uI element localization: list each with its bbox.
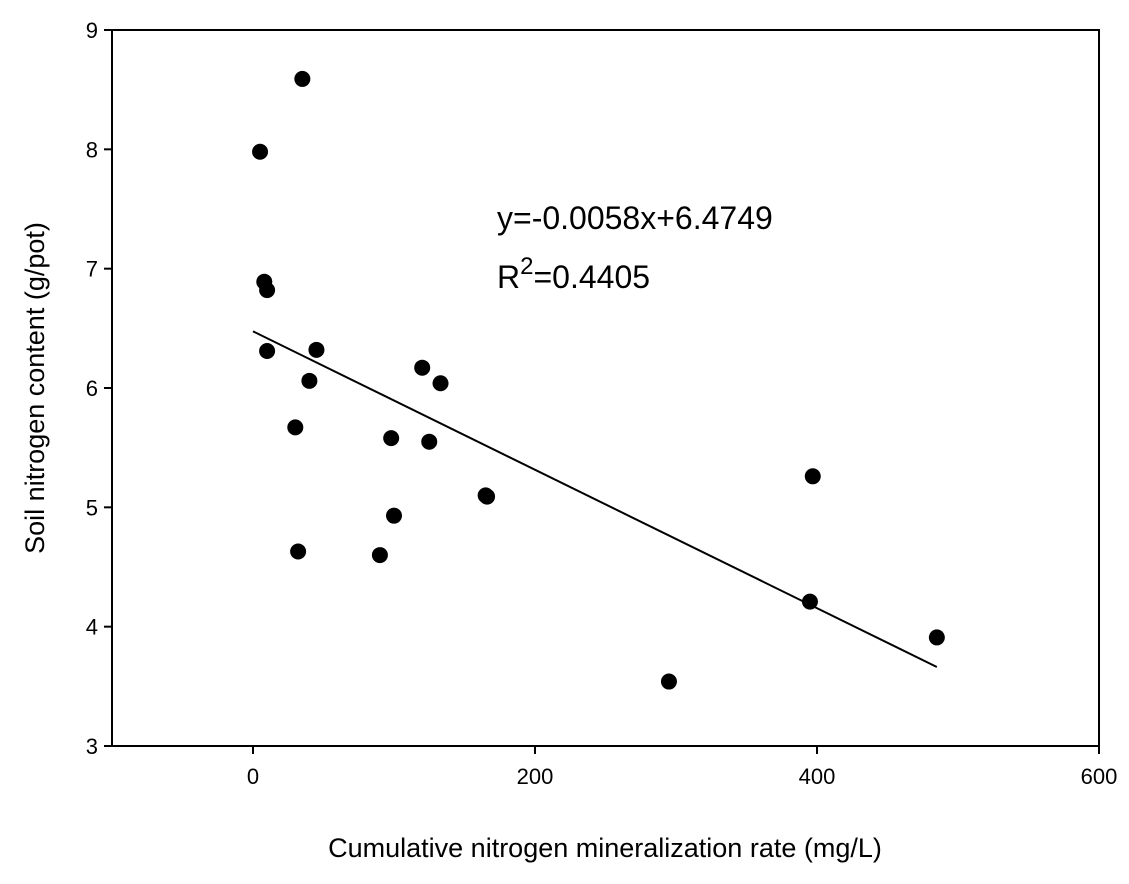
y-tick-label: 5 xyxy=(86,495,98,520)
y-tick-label: 8 xyxy=(86,137,98,162)
data-point xyxy=(290,543,307,560)
data-point xyxy=(308,341,325,358)
data-point xyxy=(294,70,311,87)
data-point xyxy=(414,359,431,376)
data-point xyxy=(386,507,402,524)
data-point xyxy=(801,593,818,610)
axis-tick-labels: 0 200 400 600 3 4 5 6 7 8 9 xyxy=(86,18,1118,789)
data-point xyxy=(479,488,496,505)
x-axis-title: Cumulative nitrogen mineralization rate … xyxy=(328,833,882,863)
y-axis-title: Soil nitrogen content (g/pot) xyxy=(20,222,50,554)
r-squared-value: =0.4405 xyxy=(533,259,650,295)
data-point xyxy=(928,629,945,646)
data-point xyxy=(371,547,388,564)
data-point xyxy=(383,430,400,447)
data-points xyxy=(252,70,945,690)
x-tick-label: 600 xyxy=(1081,764,1118,789)
x-tick-label: 400 xyxy=(799,764,836,789)
regression-equation: y=-0.0058x+6.4749 xyxy=(497,200,773,236)
plot-frame xyxy=(111,29,1100,747)
axis-ticks xyxy=(104,29,1100,754)
r-squared-prefix: R xyxy=(497,259,520,295)
data-point xyxy=(301,372,318,389)
x-tick-label: 0 xyxy=(247,764,259,789)
y-tick-label: 4 xyxy=(86,615,98,640)
r-squared-superscript: 2 xyxy=(520,253,533,280)
data-point xyxy=(804,468,821,485)
regression-line xyxy=(252,330,938,668)
data-point xyxy=(421,433,438,450)
x-tick-label: 200 xyxy=(517,764,554,789)
r-squared-label: R2=0.4405 xyxy=(497,253,650,295)
y-tick-label: 3 xyxy=(86,734,98,759)
data-point xyxy=(660,673,677,690)
data-point xyxy=(259,282,276,299)
y-tick-label: 9 xyxy=(86,18,98,43)
data-point xyxy=(252,143,269,160)
data-point xyxy=(259,343,276,360)
data-point xyxy=(287,419,304,436)
y-tick-label: 7 xyxy=(86,257,98,282)
y-tick-label: 6 xyxy=(86,376,98,401)
data-point xyxy=(432,375,449,392)
